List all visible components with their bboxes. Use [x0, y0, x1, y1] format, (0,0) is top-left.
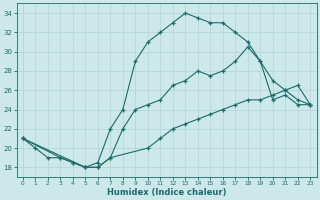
X-axis label: Humidex (Indice chaleur): Humidex (Indice chaleur) — [107, 188, 226, 197]
